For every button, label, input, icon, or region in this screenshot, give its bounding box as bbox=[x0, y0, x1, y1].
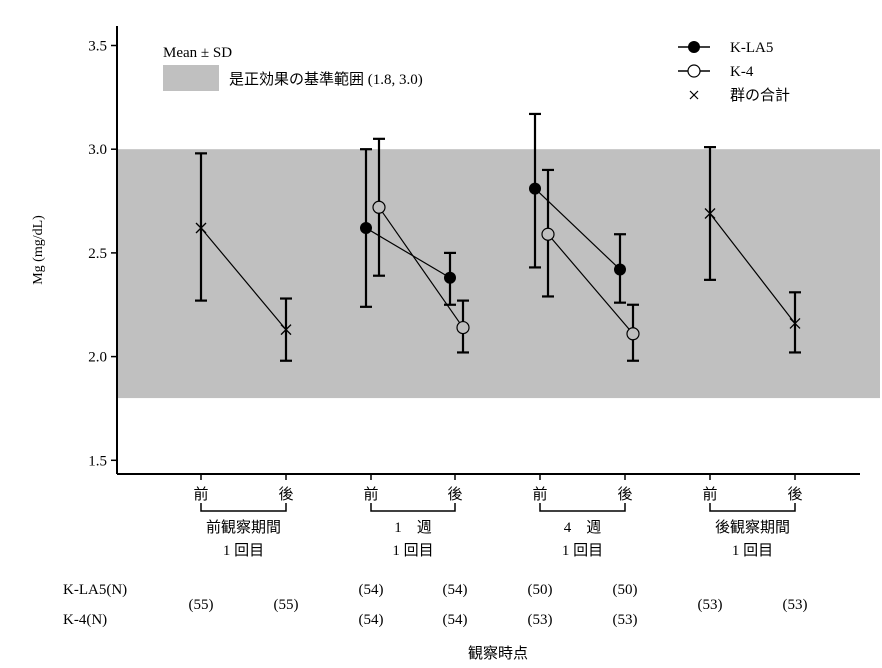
legend-band-swatch bbox=[163, 65, 219, 91]
x-tick-label: 前 bbox=[532, 486, 547, 503]
series-line-open-circle bbox=[378, 206, 464, 328]
group-sublabel: 1 回目 bbox=[732, 542, 773, 559]
legend-band-title: Mean ± SD bbox=[163, 45, 232, 61]
marker-filled bbox=[360, 222, 372, 235]
group-sublabel: 1 回目 bbox=[562, 542, 603, 559]
x-tick-label: 後 bbox=[787, 486, 802, 503]
n-table-cell: (53) bbox=[698, 597, 723, 613]
x-tick-label: 後 bbox=[617, 486, 632, 503]
marker-cross bbox=[280, 324, 292, 336]
legend-label: K-4 bbox=[730, 64, 754, 80]
y-tick-label: 3.5 bbox=[88, 39, 107, 55]
legend-marker-open bbox=[687, 64, 701, 78]
error-bar bbox=[195, 152, 207, 302]
n-table-cell: (54) bbox=[443, 582, 468, 598]
n-table-cell: (53) bbox=[528, 612, 553, 628]
group-label: 4 週 bbox=[564, 519, 602, 536]
marker-filled bbox=[529, 182, 541, 195]
y-tick-label: 2.5 bbox=[88, 246, 107, 262]
legend-label: K-LA5 bbox=[730, 40, 773, 56]
group-label: 前観察期間 bbox=[206, 518, 281, 536]
group-bracket bbox=[200, 503, 287, 512]
legend-label: 群の合計 bbox=[730, 87, 790, 104]
n-table-cell: (53) bbox=[783, 597, 808, 613]
n-table-cell: (55) bbox=[189, 597, 214, 613]
n-table-cell: (54) bbox=[359, 612, 384, 628]
marker-cross bbox=[789, 317, 801, 329]
series-line-open-circle bbox=[547, 233, 634, 335]
marker-open bbox=[456, 320, 470, 335]
group-label: 後観察期間 bbox=[715, 518, 790, 536]
legend-marker-filled bbox=[688, 41, 700, 53]
n-table-cell: (50) bbox=[528, 582, 553, 598]
marker-open bbox=[626, 327, 640, 341]
group-sublabel: 1 回目 bbox=[223, 542, 264, 559]
y-tick-label: 2.0 bbox=[88, 350, 107, 366]
marker-open bbox=[541, 227, 555, 241]
x-tick-label: 前 bbox=[702, 486, 717, 503]
series-line-cross bbox=[200, 227, 287, 331]
group-sublabel: 1 回目 bbox=[392, 542, 433, 559]
n-table-row-label: K-LA5(N) bbox=[63, 582, 127, 598]
n-table-cell: (50) bbox=[613, 582, 638, 598]
series-line-filled-circle bbox=[534, 188, 621, 270]
group-bracket bbox=[709, 503, 796, 512]
series-line-cross bbox=[709, 213, 796, 324]
x-axis-title: 観察時点 bbox=[468, 644, 528, 662]
error-bar bbox=[789, 291, 801, 354]
n-table-cell: (54) bbox=[443, 612, 468, 628]
y-tick-label: 1.5 bbox=[88, 453, 107, 469]
x-tick-label: 前 bbox=[363, 486, 378, 503]
reference-band bbox=[118, 149, 880, 399]
legend-band-label: 是正効果の基準範囲 (1.8, 3.0) bbox=[229, 70, 423, 88]
y-tick-label: 3.0 bbox=[88, 142, 107, 158]
x-tick-label: 後 bbox=[447, 486, 462, 503]
group-label: 1 週 bbox=[394, 519, 432, 536]
group-bracket bbox=[370, 503, 456, 512]
marker-cross bbox=[195, 222, 207, 234]
marker-filled bbox=[614, 263, 626, 276]
x-tick-label: 後 bbox=[278, 486, 293, 503]
n-table-cell: (53) bbox=[613, 612, 638, 628]
n-table-cell: (55) bbox=[274, 597, 299, 613]
n-table-cell: (54) bbox=[359, 582, 384, 598]
marker-cross bbox=[704, 208, 716, 219]
marker-open bbox=[372, 200, 386, 214]
marker-filled bbox=[444, 271, 456, 284]
x-tick-label: 前 bbox=[193, 486, 208, 503]
legend-marker-cross bbox=[689, 90, 699, 100]
group-bracket bbox=[539, 503, 626, 512]
n-table-row-label: K-4(N) bbox=[63, 612, 107, 628]
y-axis-title: Mg (mg/dL) bbox=[31, 215, 46, 285]
